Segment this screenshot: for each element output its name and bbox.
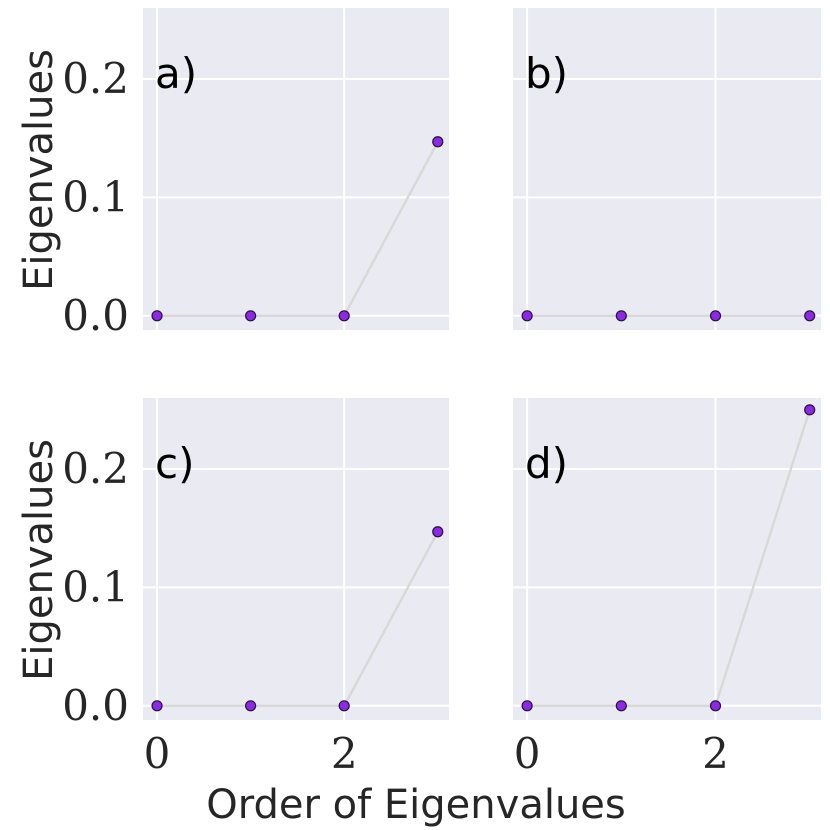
x-tick-label: 2: [331, 729, 358, 778]
data-point: [804, 310, 816, 322]
panel-background: [143, 398, 449, 720]
panel-background: [513, 398, 821, 720]
panel-2: b): [513, 8, 821, 330]
series-line: [157, 141, 439, 317]
data-point: [432, 136, 444, 148]
x-axis-label: Order of Eigenvalues: [206, 782, 626, 828]
data-point: [615, 310, 627, 322]
y-tick-label: 0.1: [62, 172, 129, 221]
data-point: [245, 700, 257, 712]
data-point: [338, 310, 350, 322]
panel-label: d): [525, 439, 568, 488]
data-point: [804, 404, 816, 416]
panel-3: c) 0.0 0.1 0.2 0 2: [62, 398, 449, 778]
data-point: [615, 700, 627, 712]
data-point: [521, 310, 533, 322]
panel-background: [143, 8, 449, 330]
y-axis-label-top: Eigenvalues: [16, 49, 62, 291]
y-tick-label: 0.0: [62, 681, 129, 730]
panel-label: a): [155, 49, 197, 98]
data-point: [709, 700, 722, 712]
series-line: [157, 531, 439, 707]
data-point: [151, 310, 163, 322]
x-tick-label: 0: [144, 729, 171, 778]
y-tick-label: 0.1: [62, 562, 129, 611]
data-point: [432, 526, 444, 538]
data-point: [245, 310, 257, 322]
panel-1: a) 0.0 0.1 0.2: [62, 8, 449, 340]
panel-background: [513, 8, 821, 330]
y-tick-label: 0.2: [62, 54, 129, 103]
y-tick-label: 0.2: [62, 444, 129, 493]
panel-label: b): [525, 49, 568, 98]
data-point: [151, 700, 163, 712]
data-point: [338, 700, 350, 712]
x-tick-label: 2: [702, 729, 729, 778]
data-point: [709, 310, 722, 322]
panels-group: a) 0.0 0.1 0.2 b) c) 0.0 0.1 0.2 0 2 d) 0 2: [62, 8, 821, 778]
series-line: [527, 409, 811, 707]
y-axis-label-bottom: Eigenvalues: [16, 439, 62, 681]
data-point: [521, 700, 533, 712]
x-tick-label: 0: [514, 729, 541, 778]
panel-label: c): [155, 439, 194, 488]
panel-4: d) 0 2: [513, 398, 821, 778]
y-tick-label: 0.0: [62, 291, 129, 340]
